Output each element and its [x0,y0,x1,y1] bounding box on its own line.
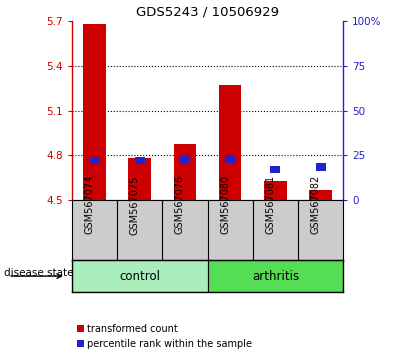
Bar [135,157,145,164]
Text: arthritis: arthritis [252,270,299,282]
Text: GSM567075: GSM567075 [130,175,140,234]
Bar [316,163,326,171]
Bar [225,155,235,162]
Bar [270,166,280,173]
Bar [180,155,190,162]
Bar [128,158,151,200]
Title: GDS5243 / 10506929: GDS5243 / 10506929 [136,6,279,19]
Bar [264,181,287,200]
Text: disease state: disease state [4,268,74,278]
Bar [208,260,343,292]
Bar [174,144,196,200]
Text: GSM567074: GSM567074 [85,175,95,234]
Bar [83,24,106,200]
Text: GSM567076: GSM567076 [175,175,185,234]
Legend: transformed count, percentile rank within the sample: transformed count, percentile rank withi… [77,324,252,349]
Bar [72,260,208,292]
Text: GSM567081: GSM567081 [266,175,275,234]
Text: GSM567080: GSM567080 [220,175,230,234]
Text: GSM567082: GSM567082 [311,175,321,234]
Text: control: control [119,270,160,282]
Bar [309,190,332,200]
Bar [90,157,99,164]
Bar [219,85,242,200]
